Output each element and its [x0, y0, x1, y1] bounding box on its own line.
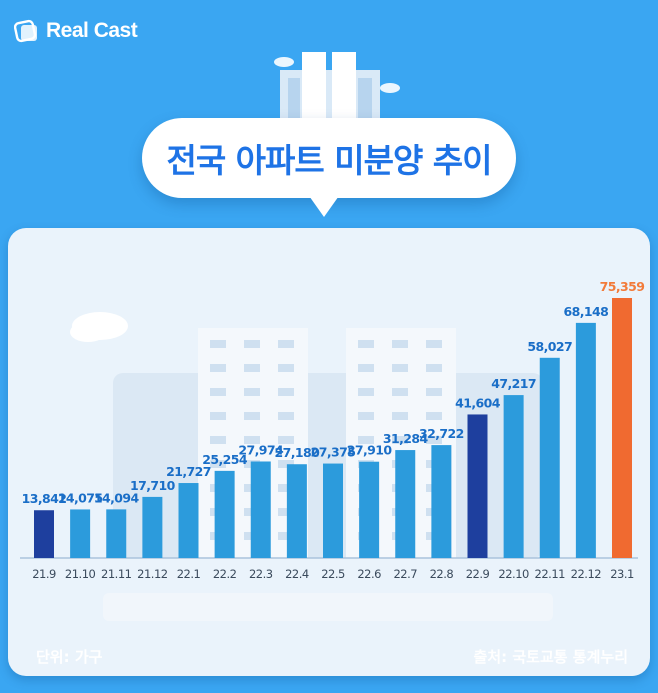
bar-22.5	[323, 463, 343, 558]
bg-window	[244, 436, 260, 444]
bg-window	[210, 340, 226, 348]
tick-label: 22.12	[571, 567, 602, 581]
tick-label: 22.11	[535, 567, 566, 581]
bg-window	[392, 364, 408, 372]
bg-window	[278, 532, 294, 540]
bg-window	[244, 388, 260, 396]
bar-22.12	[575, 322, 596, 558]
value-label: 27,375	[311, 445, 356, 460]
bg-window	[358, 340, 374, 348]
chart-card: 13,842 14,075 14,094 17,710 21,727 25,254 27,9…	[8, 228, 650, 676]
bg-window	[392, 412, 408, 420]
tick-label: 23.1	[610, 567, 634, 581]
bar-22.6	[359, 461, 380, 558]
value-label: 14,094	[94, 490, 140, 505]
bg-window	[426, 340, 442, 348]
logo-icon	[14, 19, 37, 43]
bar-21.11	[106, 509, 127, 558]
bg-window	[210, 364, 226, 372]
bg-window	[210, 460, 226, 468]
bar-22.9	[467, 414, 488, 558]
bg-window	[426, 412, 442, 420]
value-label: 21,727	[166, 464, 211, 479]
bar-22.2	[214, 470, 235, 558]
tick-label: 22.5	[321, 567, 345, 581]
title-bubble: 전국 아파트 미분양 추이	[142, 118, 516, 198]
bg-window	[392, 436, 408, 444]
tick-label: 22.6	[357, 567, 381, 581]
value-label: 27,910	[347, 443, 393, 458]
bg-window	[358, 364, 374, 372]
bubble-tail	[307, 193, 341, 217]
bg-window	[278, 484, 294, 492]
value-label: 25,254	[202, 452, 248, 467]
value-label: 31,284	[383, 431, 429, 446]
unit-label: 단위: 가구	[36, 648, 103, 666]
bg-window	[244, 412, 260, 420]
bg-window	[210, 412, 226, 420]
bg-window	[210, 436, 226, 444]
tick-label: 22.4	[285, 567, 309, 581]
tick-label: 22.2	[213, 567, 237, 581]
bar-22.4	[286, 464, 307, 558]
bg-window	[244, 340, 260, 348]
value-label: 58,027	[527, 339, 572, 354]
bg-window	[244, 364, 260, 372]
bg-window	[392, 388, 408, 396]
bar-21.9	[34, 510, 54, 558]
bg-window	[278, 412, 294, 420]
bg-window	[426, 436, 442, 444]
chart-title: 전국 아파트 미분양 추이	[166, 141, 492, 180]
bg-window	[278, 340, 294, 348]
bar-21.12	[142, 496, 163, 558]
tick-label: 22.8	[430, 567, 454, 581]
tick-label: 21.9	[32, 567, 56, 581]
value-label: 41,604	[455, 395, 501, 410]
value-label: 68,148	[564, 304, 609, 319]
bar-21.10	[70, 509, 91, 558]
bg-window	[278, 436, 294, 444]
bg-window	[426, 364, 442, 372]
tick-label: 21.10	[65, 567, 96, 581]
bg-window	[278, 364, 294, 372]
bar-22.3	[250, 461, 271, 558]
bg-window	[358, 388, 374, 396]
bg-window	[210, 388, 226, 396]
value-label: 75,359	[600, 279, 645, 294]
value-label: 27,974	[238, 442, 284, 457]
value-label: 14,075	[58, 490, 103, 505]
bar-22.1	[178, 483, 199, 558]
bar-chart: 13,84214,07514,09417,71021,72725,25427,9…	[20, 279, 645, 621]
bg-window	[278, 388, 294, 396]
bg-cloud	[70, 322, 106, 342]
bar-22.8	[431, 445, 452, 558]
tick-label: 21.12	[137, 567, 168, 581]
bg-window	[278, 508, 294, 516]
bg-window	[392, 340, 408, 348]
value-label: 17,710	[130, 478, 176, 493]
bg-window	[358, 412, 374, 420]
value-label: 13,842	[22, 491, 67, 506]
value-label: 47,217	[491, 376, 536, 391]
source-label: 출처: 국토교통 통계누리	[473, 648, 628, 666]
tick-label: 22.10	[498, 567, 529, 581]
tick-label: 21.11	[101, 567, 132, 581]
bg-window	[426, 388, 442, 396]
tick-label: 22.1	[177, 567, 201, 581]
bg-window	[358, 436, 374, 444]
value-label: 32,722	[419, 426, 464, 441]
brand-logo: Real Cast	[14, 18, 138, 44]
bar-22.11	[539, 357, 560, 558]
tick-label: 22.7	[393, 567, 417, 581]
tick-label: 22.9	[466, 567, 490, 581]
bar-22.7	[395, 450, 416, 558]
bg-window	[278, 460, 294, 468]
bg-base	[103, 593, 553, 621]
value-label: 27,180	[275, 445, 321, 460]
bar-23.1	[612, 298, 632, 558]
bar-22.10	[503, 395, 524, 558]
building-illustration-top	[274, 52, 400, 128]
tick-label: 22.3	[249, 567, 273, 581]
brand-name: Real Cast	[46, 19, 138, 42]
